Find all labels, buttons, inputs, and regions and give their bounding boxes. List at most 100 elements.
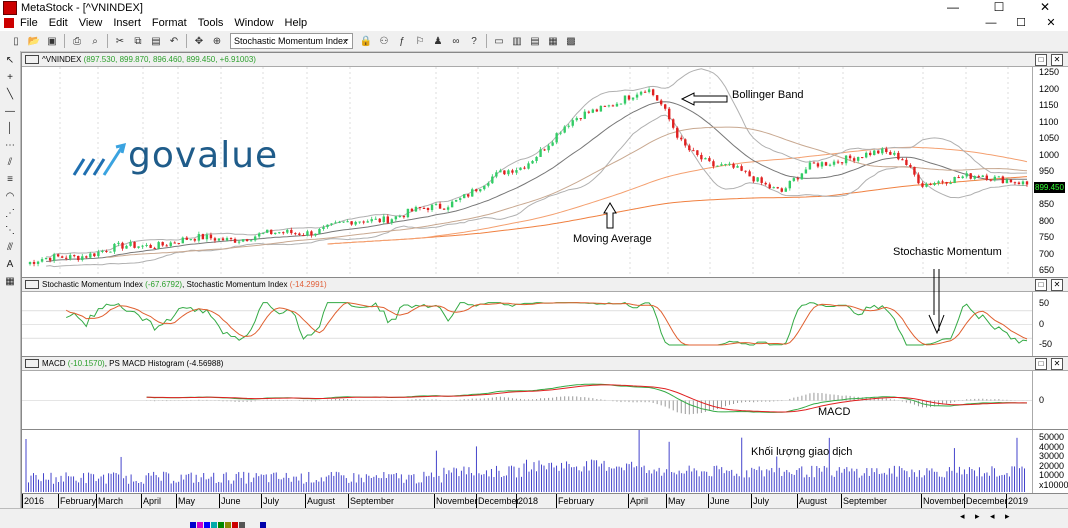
candle-body bbox=[615, 103, 619, 107]
fibonacci-icon[interactable]: ≡ bbox=[7, 174, 13, 185]
pane-close-button[interactable]: ✕ bbox=[1051, 54, 1063, 66]
trendline-icon[interactable]: ╲ bbox=[6, 89, 14, 100]
explorer-icon[interactable]: ⚐ bbox=[415, 35, 425, 47]
fan-icon[interactable]: ⋰ bbox=[5, 208, 15, 219]
save-icon[interactable]: ▣ bbox=[47, 35, 57, 47]
color-swatch[interactable] bbox=[190, 522, 196, 528]
cut-icon[interactable]: ✂ bbox=[115, 35, 125, 47]
menu-view[interactable]: View bbox=[78, 17, 103, 29]
pane-close-button[interactable]: ✕ bbox=[1051, 279, 1063, 291]
price-pane: ^VNINDEX (897.530, 899.870, 896.460, 899… bbox=[22, 53, 1068, 277]
candle-body bbox=[462, 194, 466, 199]
crosshair-tool-icon[interactable]: + bbox=[7, 72, 13, 83]
candle-body bbox=[386, 216, 390, 223]
candle-body bbox=[816, 163, 820, 167]
date-axis-tick bbox=[141, 494, 142, 508]
window-title: MetaStock - [^VNINDEX] bbox=[21, 1, 143, 14]
layout-2-icon[interactable]: ▥ bbox=[512, 35, 522, 47]
axis-tick-label: 1050 bbox=[1039, 133, 1060, 143]
text-tool-icon[interactable]: A bbox=[6, 259, 14, 270]
close-button[interactable]: ✕ bbox=[1039, 0, 1051, 14]
color-swatch[interactable] bbox=[211, 522, 217, 528]
axis-tick-label: -50 bbox=[1039, 339, 1053, 349]
color-swatch[interactable] bbox=[197, 522, 203, 528]
pane-maximize-button[interactable]: □ bbox=[1035, 279, 1047, 291]
print-icon[interactable]: ⎙ bbox=[73, 35, 81, 47]
doc-restore-button[interactable]: ☐ bbox=[1016, 17, 1026, 29]
binoculars-icon[interactable]: ∞ bbox=[452, 35, 460, 47]
crosshair-icon[interactable]: ✥ bbox=[194, 35, 204, 47]
color-swatch[interactable] bbox=[232, 522, 238, 528]
paste-icon[interactable]: ▤ bbox=[151, 35, 161, 47]
candle-body bbox=[631, 97, 635, 100]
smi-value-2: (-14.2991) bbox=[289, 280, 327, 289]
menu-format[interactable]: Format bbox=[151, 17, 187, 29]
copy-icon[interactable]: ⧉ bbox=[134, 35, 142, 47]
candle-body bbox=[764, 182, 767, 185]
candle-body bbox=[185, 237, 189, 240]
horizontal-line-icon[interactable]: — bbox=[5, 106, 15, 117]
candle-body bbox=[1001, 176, 1005, 184]
system-tester-icon[interactable]: ♟ bbox=[433, 35, 443, 47]
zoom-icon[interactable]: ⊕ bbox=[212, 35, 222, 47]
lock-icon[interactable]: 🔒 bbox=[359, 35, 373, 47]
speed-lines-icon[interactable]: ⫻ bbox=[7, 242, 13, 253]
candle-body bbox=[989, 179, 993, 181]
cycle-lines-icon[interactable]: ⋯ bbox=[5, 140, 15, 151]
pane-close-button[interactable]: ✕ bbox=[1051, 358, 1063, 370]
axis-tick-label: 800 bbox=[1039, 215, 1055, 226]
price-values: (897.530, 899.870, 896.460, 899.450, +6.… bbox=[83, 55, 256, 64]
macd-signal-line bbox=[146, 384, 1027, 413]
arc-icon[interactable]: ◠ bbox=[5, 191, 15, 202]
open-icon[interactable]: 📂 bbox=[27, 35, 41, 47]
axis-tick-label: 0 bbox=[1039, 394, 1045, 405]
pane-maximize-button[interactable]: □ bbox=[1035, 54, 1047, 66]
pointer-icon[interactable]: ↖ bbox=[5, 55, 15, 66]
pane-maximize-button[interactable]: □ bbox=[1035, 358, 1047, 370]
layout-5-icon[interactable]: ▩ bbox=[566, 35, 576, 47]
layout-3-icon[interactable]: ▤ bbox=[530, 35, 540, 47]
help-icon[interactable]: ? bbox=[471, 35, 477, 47]
grid-tool-icon[interactable]: ▦ bbox=[5, 276, 15, 287]
menu-tools[interactable]: Tools bbox=[197, 17, 224, 29]
minimize-button[interactable]: — bbox=[947, 0, 959, 14]
menu-insert[interactable]: Insert bbox=[113, 17, 141, 29]
menu-file[interactable]: File bbox=[20, 17, 38, 29]
formula-icon[interactable]: ƒ bbox=[399, 35, 405, 47]
doc-close-button[interactable]: ✕ bbox=[1046, 17, 1056, 29]
color-swatch[interactable] bbox=[218, 522, 224, 528]
date-axis-tick bbox=[516, 494, 517, 508]
print-preview-icon[interactable]: ⌕ bbox=[92, 35, 98, 47]
date-axis-label: February bbox=[60, 496, 97, 506]
candle-body bbox=[274, 232, 277, 235]
layout-4-icon[interactable]: ▦ bbox=[548, 35, 558, 47]
candle-body bbox=[410, 208, 414, 212]
menu-window[interactable]: Window bbox=[234, 17, 274, 29]
candle-body bbox=[692, 150, 695, 152]
menu-help[interactable]: Help bbox=[284, 17, 308, 29]
menu-edit[interactable]: Edit bbox=[48, 17, 68, 29]
color-swatch[interactable] bbox=[239, 522, 245, 528]
candle-body bbox=[32, 262, 36, 264]
indicator-select[interactable]: Stochastic Momentum Index ⌄ bbox=[230, 33, 353, 49]
color-swatch[interactable] bbox=[225, 522, 231, 528]
scroll-arrows-icon[interactable]: ◂ ▸ ◂ ▸ bbox=[960, 511, 1014, 521]
candle-body bbox=[354, 221, 357, 225]
moving-average-200-line bbox=[327, 176, 1028, 245]
layout-1-icon[interactable]: ▭ bbox=[494, 35, 504, 47]
candle-body bbox=[169, 242, 172, 247]
undo-icon[interactable]: ↶ bbox=[169, 35, 179, 47]
maximize-button[interactable]: ☐ bbox=[993, 0, 1005, 14]
expert-advisor-icon[interactable]: ⚇ bbox=[379, 35, 389, 47]
toolbar-separator bbox=[107, 34, 108, 48]
doc-minimize-button[interactable]: — bbox=[985, 17, 997, 29]
gann-icon[interactable]: ⋱ bbox=[5, 225, 15, 236]
vertical-line-icon[interactable]: │ bbox=[6, 123, 14, 134]
channel-icon[interactable]: ⫽ bbox=[7, 157, 13, 168]
candle-body bbox=[294, 233, 297, 235]
new-icon[interactable]: ▯ bbox=[13, 35, 19, 47]
color-swatch[interactable] bbox=[260, 522, 266, 528]
color-swatch[interactable] bbox=[204, 522, 210, 528]
main-toolbar: ▯ 📂 ▣ ⎙ ⌕ ✂ ⧉ ▤ ↶ ✥ ⊕ Stochastic Momentu… bbox=[0, 31, 1068, 52]
candle-body bbox=[93, 253, 96, 257]
